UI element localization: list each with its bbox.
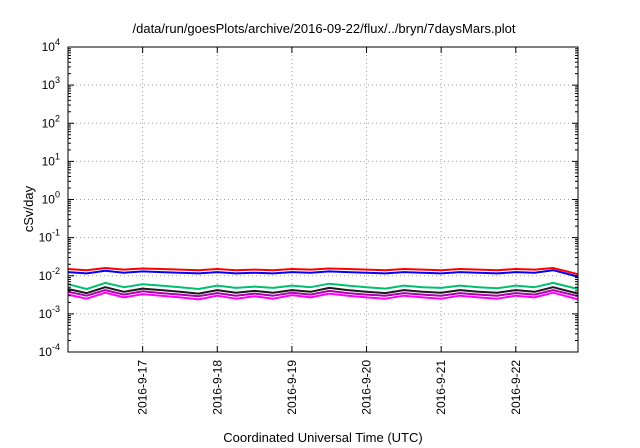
- x-tick-label: 2016-9-21: [434, 360, 448, 415]
- x-axis: 2016-9-17 2016-9-18 2016-9-19 2016-9-20 2016…: [136, 47, 523, 415]
- x-axis-label: Coordinated Universal Time (UTC): [223, 430, 422, 445]
- y-tick-label: 10-4: [39, 342, 60, 359]
- y-tick-label: 10-3: [39, 304, 60, 321]
- series-line-2: [67, 269, 579, 278]
- y-tick-label: 103: [42, 75, 60, 92]
- x-tick-label: 2016-9-22: [509, 360, 523, 415]
- series-line-5: [67, 289, 579, 298]
- y-axis: 10-4 10-3 10-2 10-1 100 101 102 103 104: [39, 37, 578, 359]
- x-tick-label: 2016-9-18: [210, 360, 224, 415]
- y-tick-label: 101: [42, 151, 60, 168]
- series-line-4: [67, 286, 579, 295]
- series-line-6: [67, 291, 579, 301]
- chart-title: /data/run/goesPlots/archive/2016-09-22/f…: [133, 21, 516, 36]
- y-tick-label: 102: [42, 113, 60, 130]
- x-tick-label: 2016-9-19: [285, 360, 299, 415]
- y-axis-label: cSv/day: [21, 185, 36, 232]
- series-group: [67, 267, 579, 301]
- series-line-1: [67, 267, 579, 276]
- y-tick-label: 104: [42, 37, 60, 54]
- x-tick-label: 2016-9-17: [136, 360, 150, 415]
- y-tick-label: 10-1: [39, 228, 60, 245]
- y-tick-label: 10-2: [39, 266, 60, 283]
- grid: [68, 47, 578, 352]
- y-tick-label: 100: [42, 190, 60, 207]
- x-tick-label: 2016-9-20: [360, 360, 374, 415]
- series-line-3: [67, 281, 579, 290]
